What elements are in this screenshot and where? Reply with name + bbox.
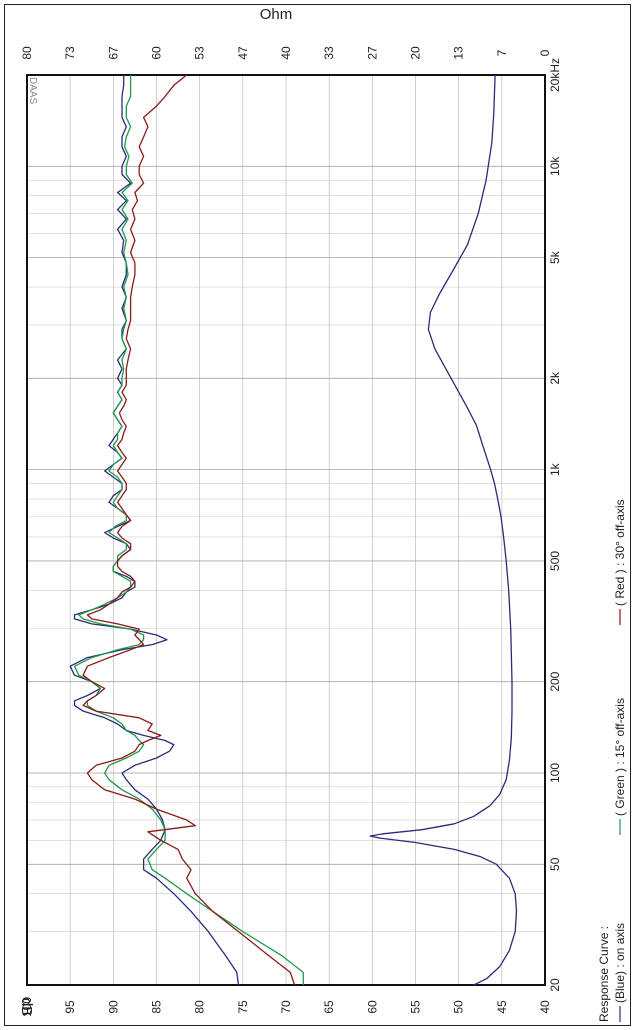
db-tick-label: 65 [322, 1000, 336, 1014]
ohm-tick-label: 60 [150, 46, 164, 60]
frequency-tick-label: 200 [548, 671, 562, 691]
frequency-tick-labels: 20 50 100 200 500 1k 2k 5k 10k 20kHz [548, 58, 562, 992]
frequency-tick-label: 100 [548, 763, 562, 783]
impedance-curve [369, 74, 518, 986]
ohm-tick-label: 33 [322, 46, 336, 60]
frequency-tick-label: 500 [548, 551, 562, 571]
frequency-tick-label: 2k [548, 371, 562, 385]
db-tick-label: 95 [63, 1000, 77, 1014]
ohm-tick-label: 27 [365, 46, 379, 60]
ohm-tick-label: 67 [106, 46, 120, 60]
response-curve-2 [82, 74, 296, 986]
db-tick-label: 90 [106, 1000, 120, 1014]
response-curve-1 [73, 75, 304, 985]
ohm-axis-title: Ohm [260, 6, 293, 23]
frequency-tick-label: 5k [548, 250, 562, 264]
db-tick-labels: 100 95 90 85 80 75 70 65 60 55 50 45 40 [20, 997, 552, 1017]
db-tick-label: 45 [495, 1000, 509, 1014]
ohm-tick-label: 7 [495, 49, 509, 56]
grid-major [26, 74, 546, 986]
db-tick-label: 70 [279, 1000, 293, 1014]
plot-border [26, 74, 546, 986]
db-tick-label: 85 [150, 1000, 164, 1014]
ohm-tick-label: 47 [236, 46, 250, 60]
db-tick-label: 50 [452, 1000, 466, 1014]
db-tick-label: 60 [365, 1000, 379, 1014]
db-axis-title: dB [18, 998, 35, 1016]
response-curve-0 [69, 75, 240, 986]
db-tick-label: 100 [20, 997, 34, 1017]
db-tick-label: 55 [409, 1000, 423, 1014]
frequency-tick-label: 50 [548, 857, 562, 871]
chart-frame [4, 4, 631, 1026]
frequency-tick-label: 1k [548, 462, 562, 476]
watermark: DAAS [27, 77, 38, 105]
ohm-tick-labels: 80 73 67 60 53 47 40 33 27 20 13 7 0 [20, 46, 552, 60]
ohm-tick-label: 13 [452, 46, 466, 60]
series-layer [69, 74, 518, 986]
ohm-tick-label: 20 [409, 46, 423, 60]
db-tick-label: 75 [236, 1000, 250, 1014]
ohm-tick-label: 0 [538, 49, 552, 56]
frequency-tick-label: 10k [548, 156, 562, 176]
frequency-tick-label: 20 [548, 978, 562, 992]
ohm-tick-label: 73 [63, 46, 77, 60]
ohm-tick-label: 53 [193, 46, 207, 60]
ohm-tick-label: 80 [20, 46, 34, 60]
frequency-tick-label: 20kHz [548, 58, 562, 92]
ohm-tick-label: 40 [279, 46, 293, 60]
db-tick-label: 40 [538, 1000, 552, 1014]
db-tick-label: 80 [193, 1000, 207, 1014]
